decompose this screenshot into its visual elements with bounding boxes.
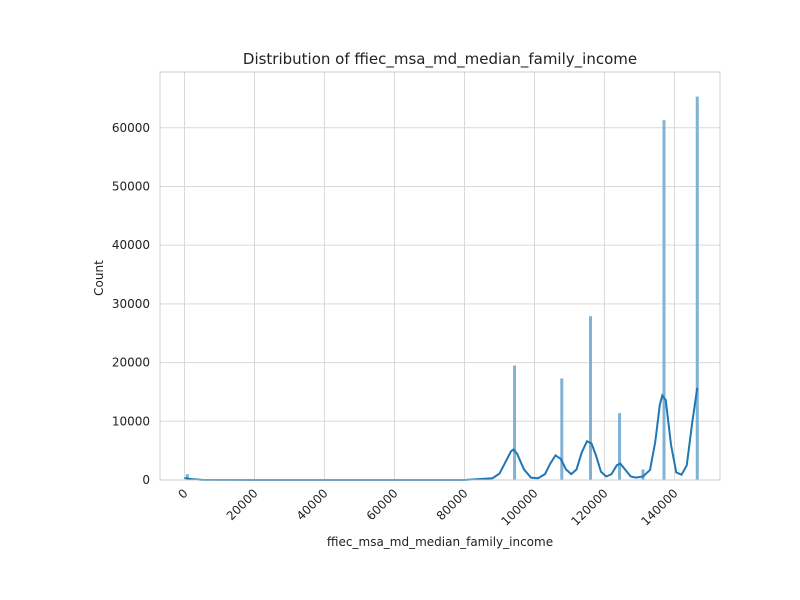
histogram-bar bbox=[662, 120, 666, 481]
y-tick-label: 60000 bbox=[112, 121, 150, 135]
histogram-bar bbox=[695, 96, 699, 480]
kde-curve bbox=[184, 387, 699, 481]
y-axis-label: Count bbox=[92, 260, 106, 296]
y-tick-label: 10000 bbox=[112, 414, 150, 428]
histogram-bar bbox=[589, 316, 592, 480]
histogram-bar bbox=[560, 378, 564, 480]
plot-frame bbox=[159, 71, 721, 481]
y-tick-label: 50000 bbox=[112, 179, 150, 193]
x-axis-label: ffiec_msa_md_median_family_income bbox=[327, 535, 553, 549]
histogram-bar bbox=[185, 474, 189, 480]
y-tick-label: 40000 bbox=[112, 238, 150, 252]
chart-title: Distribution of ffiec_msa_md_median_fami… bbox=[243, 50, 637, 69]
y-tick-label: 20000 bbox=[112, 356, 150, 370]
histogram-bar bbox=[513, 365, 517, 480]
y-axis-ticks: 0 10000 20000 30000 40000 50000 60000 bbox=[112, 121, 150, 487]
plot-area bbox=[159, 71, 721, 481]
histogram-bar bbox=[641, 469, 645, 480]
y-tick-label: 30000 bbox=[112, 297, 150, 311]
histogram-bar bbox=[618, 413, 622, 480]
histogram-bars bbox=[185, 96, 699, 481]
y-tick-label: 0 bbox=[142, 473, 150, 487]
